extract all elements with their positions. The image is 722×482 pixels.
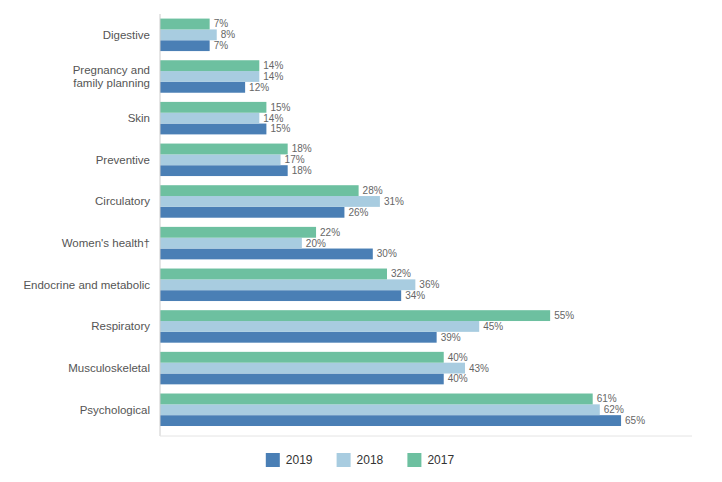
label-line: Digestive: [103, 29, 150, 41]
bar: [160, 29, 217, 40]
bar: [160, 154, 281, 165]
bar: [160, 71, 259, 82]
bar: [160, 394, 593, 405]
legend-label: 2018: [357, 453, 384, 467]
data-label: 39%: [441, 332, 461, 343]
data-label: 26%: [348, 207, 368, 218]
y-tick-label: Skin: [128, 112, 150, 124]
legend: 2019 2018 2017: [266, 453, 455, 467]
bar: [160, 19, 210, 30]
data-label: 12%: [249, 82, 269, 93]
bar: [160, 310, 550, 321]
label-line: Endocrine and metabolic: [23, 279, 150, 291]
label-line: Psychological: [80, 404, 150, 416]
data-label: 40%: [448, 352, 468, 363]
data-label: 18%: [292, 143, 312, 154]
legend-swatch: [407, 453, 421, 467]
y-tick-label: Musculoskeletal: [68, 362, 150, 374]
bar: [160, 321, 479, 332]
bar: [160, 269, 387, 280]
bar: [160, 363, 465, 374]
label-line: Circulatory: [95, 195, 150, 207]
label-line: Pregnancy and: [73, 64, 150, 76]
bar: [160, 113, 259, 124]
bar: [160, 332, 437, 343]
data-label: 65%: [625, 415, 645, 426]
bar: [160, 40, 210, 51]
bar: [160, 82, 245, 93]
label-line: Women's health†: [62, 237, 150, 249]
legend-swatch: [337, 453, 351, 467]
data-label: 45%: [483, 321, 503, 332]
y-tick-labels: Psychological Musculoskeletal Respiratory E…: [23, 29, 150, 416]
bar: [160, 207, 344, 218]
bar: [160, 404, 600, 415]
label-line: Respiratory: [91, 320, 150, 332]
data-label: 22%: [320, 227, 340, 238]
bar: [160, 227, 316, 238]
chart-container: 65%40%39%34%30%26%18%15%12%7%62%43%45%36…: [0, 0, 722, 482]
legend-item: 2017: [407, 453, 454, 467]
data-label: 15%: [270, 102, 290, 113]
y-tick-label: Circulatory: [95, 195, 150, 207]
bar: [160, 238, 302, 249]
data-label: 14%: [263, 60, 283, 71]
y-tick-label: Pregnancy andfamily planning: [73, 64, 150, 89]
y-tick-label: Endocrine and metabolic: [23, 279, 150, 291]
data-label: 15%: [270, 123, 290, 134]
data-label: 20%: [306, 238, 326, 249]
y-tick-label: Women's health†: [62, 237, 150, 249]
data-label: 34%: [405, 290, 425, 301]
bar: [160, 374, 444, 385]
bar: [160, 249, 373, 260]
bar: [160, 196, 380, 207]
bar: [160, 60, 259, 71]
label-line: Skin: [128, 112, 150, 124]
y-tick-label: Respiratory: [91, 320, 150, 332]
data-labels: 65%40%39%34%30%26%18%15%12%7%62%43%45%36…: [214, 18, 646, 426]
data-label: 7%: [214, 18, 229, 29]
data-label: 17%: [285, 154, 305, 165]
data-label: 36%: [419, 279, 439, 290]
zero-line: [160, 14, 161, 436]
bar: [160, 290, 401, 301]
y-tick-label: Preventive: [96, 154, 150, 166]
data-label: 7%: [214, 40, 229, 51]
page: {"chart_data": { "type": "bar", "orienta…: [0, 0, 722, 482]
data-label: 30%: [377, 248, 397, 259]
data-label: 43%: [469, 363, 489, 374]
data-label: 28%: [363, 185, 383, 196]
data-label: 32%: [391, 268, 411, 279]
data-label: 14%: [263, 71, 283, 82]
bar: [160, 165, 288, 176]
bar: [160, 185, 359, 196]
bars: [160, 19, 621, 426]
bar: [160, 415, 621, 426]
data-label: 8%: [221, 29, 236, 40]
legend-item: 2018: [337, 453, 384, 467]
y-tick-label: Digestive: [103, 29, 150, 41]
bar: [160, 279, 415, 290]
data-label: 18%: [292, 165, 312, 176]
data-label: 62%: [604, 404, 624, 415]
legend-label: 2017: [427, 453, 454, 467]
label-line: Musculoskeletal: [68, 362, 150, 374]
legend-item: 2019: [266, 453, 313, 467]
data-label: 61%: [597, 393, 617, 404]
bar: [160, 102, 266, 113]
data-label: 14%: [263, 113, 283, 124]
bar: [160, 144, 288, 155]
legend-swatch: [266, 453, 280, 467]
label-line: family planning: [73, 77, 150, 89]
legend-label: 2019: [286, 453, 313, 467]
data-label: 31%: [384, 196, 404, 207]
bar: [160, 124, 266, 135]
chart-svg: 65%40%39%34%30%26%18%15%12%7%62%43%45%36…: [0, 0, 722, 482]
data-label: 55%: [554, 310, 574, 321]
x-axis-line: [160, 436, 692, 437]
y-tick-label: Psychological: [80, 404, 150, 416]
bar: [160, 352, 444, 363]
label-line: Preventive: [96, 154, 150, 166]
data-label: 40%: [448, 373, 468, 384]
